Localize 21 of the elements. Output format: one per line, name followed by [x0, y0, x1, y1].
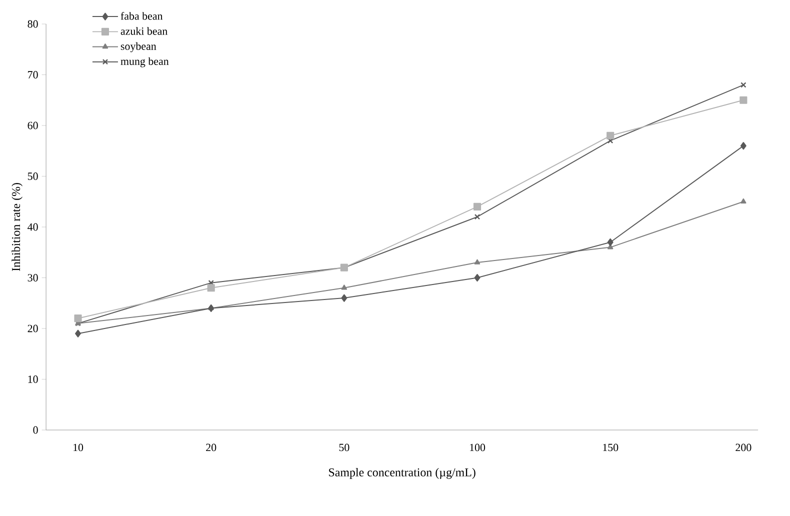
x-tick-label: 200 [736, 444, 752, 452]
y-axis-title: Inhibition rate (%) [12, 183, 22, 272]
legend-label: mung bean [120, 57, 169, 68]
x-tick-label: 100 [470, 444, 486, 452]
legend-label: faba bean [120, 12, 163, 20]
y-tick-label: 40 [28, 223, 38, 231]
y-tick-label: 10 [28, 376, 38, 383]
legend-label: soybean [120, 42, 156, 52]
y-tick-label: 60 [28, 122, 38, 130]
y-tick-label: 0 [33, 426, 38, 434]
legend-label: azuki bean [120, 27, 168, 35]
x-tick-label: 50 [339, 444, 350, 452]
y-tick-label: 20 [28, 324, 38, 332]
x-tick-label: 10 [73, 444, 84, 452]
x-tick-label: 150 [603, 444, 618, 452]
y-tick-label: 80 [28, 20, 38, 28]
x-tick-label: 20 [206, 444, 216, 452]
y-tick-label: 70 [28, 71, 38, 78]
y-tick-label: 30 [28, 274, 38, 282]
x-axis-title: Sample concentration (µg/mL) [329, 468, 476, 479]
y-tick-label: 50 [28, 172, 38, 180]
